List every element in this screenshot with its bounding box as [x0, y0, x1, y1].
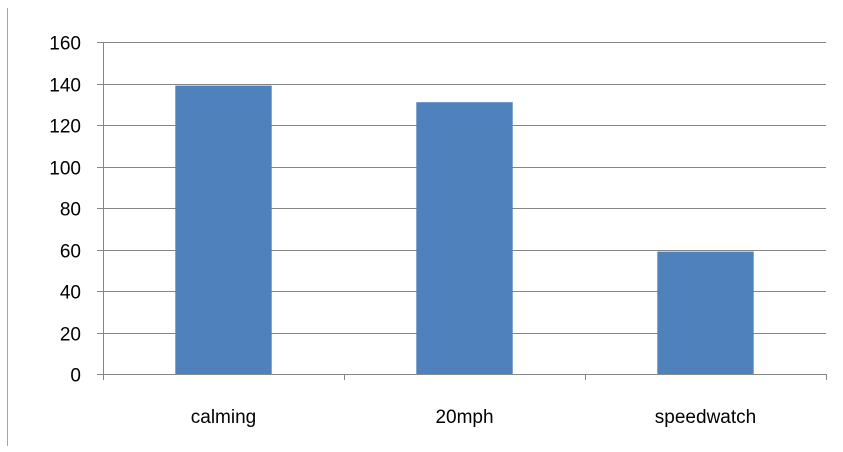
x-tick-label: 20mph — [435, 407, 493, 428]
bar-calming — [175, 85, 272, 374]
y-tick-label: 40 — [60, 283, 81, 304]
y-tick-label: 80 — [60, 200, 81, 221]
x-tick-labels: calming 20mph speedwatch — [191, 407, 756, 428]
y-tick-label: 60 — [60, 242, 81, 263]
bar-20mph — [416, 102, 513, 374]
bar-speedwatch — [657, 251, 754, 374]
bars — [175, 85, 754, 374]
y-tick-labels: 0 20 40 60 80 100 120 140 160 — [49, 34, 81, 387]
y-tick-label: 160 — [49, 34, 81, 55]
y-tick-label: 100 — [49, 159, 81, 180]
axes — [103, 42, 827, 380]
x-tick-label: calming — [191, 407, 256, 428]
x-tick-label: speedwatch — [655, 407, 756, 428]
y-tick-label: 140 — [49, 76, 81, 97]
y-tick-label: 0 — [70, 366, 81, 387]
y-tick-label: 120 — [49, 117, 81, 138]
y-tick-label: 20 — [60, 325, 81, 346]
